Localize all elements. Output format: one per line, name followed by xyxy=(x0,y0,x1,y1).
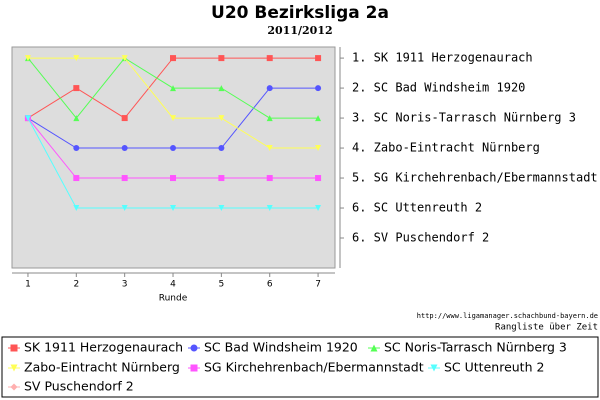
data-point xyxy=(218,85,225,92)
legend-box xyxy=(1,336,599,398)
data-point xyxy=(170,175,177,182)
y-tick-label: 6. SC Uttenreuth 2 xyxy=(352,201,482,215)
legend-marker xyxy=(190,364,198,372)
y-tick-label: 6. SV Puschendorf 2 xyxy=(352,231,489,245)
data-point xyxy=(24,115,31,122)
x-axis-label: Runde xyxy=(159,294,188,304)
data-point xyxy=(266,205,273,212)
data-point xyxy=(218,205,225,212)
data-point xyxy=(73,55,80,62)
data-point xyxy=(315,115,322,122)
legend-label: SK 1911 Herzogenaurach xyxy=(24,340,183,355)
chart-subtitle: 2011/2012 xyxy=(267,24,332,37)
y-tick-label: 1. SK 1911 Herzogenaurach xyxy=(352,51,533,65)
legend-marker xyxy=(10,383,18,391)
y-tick-label: 3. SC Noris-Tarrasch Nürnberg 3 xyxy=(352,111,576,125)
x-tick-label: 5 xyxy=(219,280,225,290)
x-tick-label: 4 xyxy=(170,280,176,290)
x-tick-label: 3 xyxy=(122,280,128,290)
y-tick-label: 5. SG Kirchehrenbach/Ebermannstadt xyxy=(352,171,598,185)
data-point xyxy=(121,205,128,212)
data-point xyxy=(170,55,177,62)
data-point xyxy=(266,55,273,62)
data-point xyxy=(170,145,177,152)
data-point xyxy=(315,205,322,212)
data-point xyxy=(315,55,322,62)
data-point xyxy=(73,115,80,122)
data-point xyxy=(121,55,128,62)
data-point xyxy=(266,85,273,92)
legend-label: SC Noris-Tarrasch Nürnberg 3 xyxy=(384,340,567,355)
data-point xyxy=(121,115,128,122)
data-point xyxy=(315,175,322,182)
legend-label: Zabo-Eintracht Nürnberg xyxy=(24,360,180,375)
plot-area xyxy=(11,46,336,269)
data-point xyxy=(73,205,80,212)
data-point xyxy=(218,55,225,62)
data-point xyxy=(73,85,80,92)
legend-marker xyxy=(430,364,438,372)
data-point xyxy=(218,145,225,152)
data-point xyxy=(266,175,273,182)
data-point xyxy=(170,85,177,92)
y-tick-label: 4. Zabo-Eintracht Nürnberg xyxy=(352,141,540,155)
legend-label: SG Kirchehrenbach/Ebermannstadt xyxy=(204,360,424,375)
data-point xyxy=(73,145,80,152)
x-tick-label: 6 xyxy=(267,280,273,290)
y-tick-label: 2. SC Bad Windsheim 1920 xyxy=(352,81,525,95)
data-point xyxy=(315,145,322,152)
legend-marker xyxy=(370,344,378,352)
legend-marker xyxy=(10,344,18,352)
x-tick-label: 7 xyxy=(315,280,321,290)
legend-label: SC Uttenreuth 2 xyxy=(444,360,544,375)
chart-title: U20 Bezirksliga 2a xyxy=(211,3,389,23)
data-point xyxy=(73,175,80,182)
x-tick-label: 1 xyxy=(25,280,31,290)
data-point xyxy=(170,205,177,212)
legend-label: SV Puschendorf 2 xyxy=(24,379,134,394)
legend-label: SC Bad Windsheim 1920 xyxy=(204,340,358,355)
data-point xyxy=(121,145,128,152)
data-point xyxy=(218,175,225,182)
data-point xyxy=(170,115,177,122)
data-point xyxy=(266,115,273,122)
source-url: http://www.ligamanager.schachbund-bayern… xyxy=(417,312,598,320)
data-point xyxy=(266,145,273,152)
data-point xyxy=(121,175,128,182)
data-point xyxy=(218,115,225,122)
x-tick-label: 2 xyxy=(73,280,79,290)
data-point xyxy=(315,85,322,92)
legend-marker xyxy=(190,344,198,352)
data-point xyxy=(24,55,31,62)
annotation: Rangliste über Zeit xyxy=(495,323,598,333)
legend-marker xyxy=(10,364,18,372)
